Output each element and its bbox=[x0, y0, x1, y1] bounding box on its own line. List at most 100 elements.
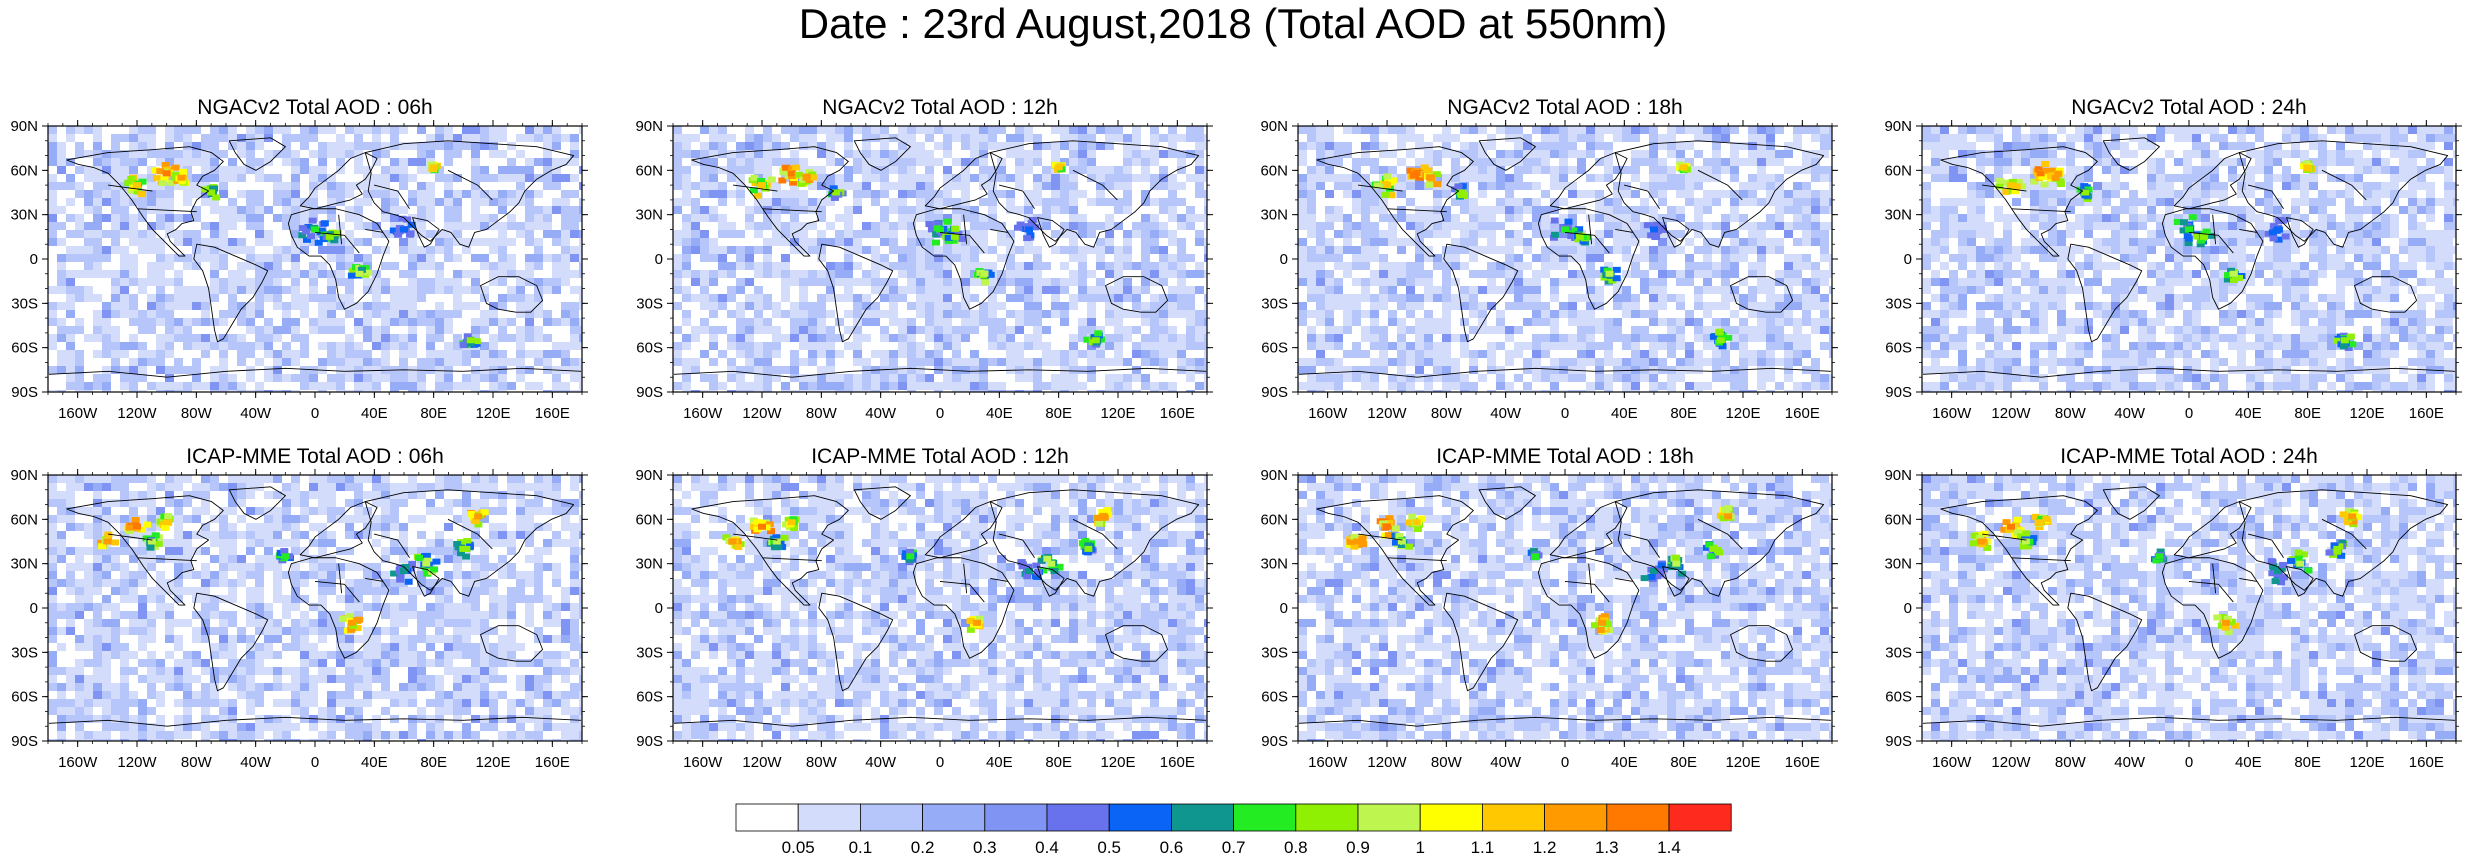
colorbar-swatch bbox=[1046, 803, 1110, 832]
lon-tick-label: 160W bbox=[1308, 754, 1348, 771]
lon-tick-label: 40W bbox=[2114, 754, 2146, 771]
colorbar-label: 1.1 bbox=[1471, 838, 1495, 854]
lon-tick-label: 120E bbox=[1725, 405, 1760, 422]
lon-tick-label: 80E bbox=[2294, 405, 2321, 422]
lat-tick-label: 90N bbox=[1260, 118, 1288, 135]
lon-tick-label: 40E bbox=[1611, 754, 1638, 771]
lon-tick-label: 120W bbox=[1991, 754, 2031, 771]
lon-tick-label: 160W bbox=[58, 754, 98, 771]
map-panel: ICAP-MME Total AOD : 12h 90N 60N 30N 0 30S 60S… bbox=[635, 445, 1213, 771]
colorbar-swatch bbox=[860, 803, 924, 832]
lon-tick-label: 0 bbox=[936, 405, 944, 422]
lon-tick-label: 80W bbox=[2055, 754, 2087, 771]
lon-tick-label: 120E bbox=[1100, 754, 1135, 771]
lon-tick-label: 120W bbox=[117, 754, 157, 771]
map-panel: ICAP-MME Total AOD : 18h 90N 60N 30N 0 30S 60S… bbox=[1260, 445, 1838, 771]
lon-tick-label: 120W bbox=[742, 405, 782, 422]
lat-tick-label: 0 bbox=[1280, 251, 1288, 268]
lon-tick-label: 0 bbox=[311, 754, 319, 771]
colorbar-swatch bbox=[984, 803, 1048, 832]
colorbar-label: 0.4 bbox=[1035, 838, 1059, 854]
colorbar-label: 1.4 bbox=[1657, 838, 1681, 854]
lat-tick-label: 90S bbox=[1885, 733, 1912, 750]
lon-tick-label: 0 bbox=[2185, 405, 2193, 422]
lon-tick-label: 80E bbox=[1045, 754, 1072, 771]
map-panel: NGACv2 Total AOD : 24h 90N 60N 30N 0 30S 60S 90… bbox=[1884, 96, 2462, 422]
colorbar-label: 0.5 bbox=[1097, 838, 1121, 854]
lat-tick-label: 60N bbox=[1884, 511, 1912, 528]
lat-tick-label: 60S bbox=[636, 689, 663, 706]
lon-tick-label: 80E bbox=[1045, 405, 1072, 422]
lat-tick-label: 30N bbox=[635, 207, 663, 224]
lat-tick-label: 30N bbox=[10, 556, 38, 573]
panel-title: ICAP-MME Total AOD : 18h bbox=[1436, 445, 1694, 468]
lat-tick-label: 90N bbox=[1260, 467, 1288, 484]
lat-tick-label: 60S bbox=[636, 340, 663, 357]
lat-tick-label: 30S bbox=[1261, 295, 1288, 312]
colorbar-label: 0.1 bbox=[849, 838, 873, 854]
lat-tick-label: 60N bbox=[1884, 162, 1912, 179]
lon-tick-label: 40E bbox=[361, 405, 388, 422]
colorbar-swatch bbox=[797, 803, 861, 832]
lon-tick-label: 80E bbox=[420, 754, 447, 771]
lon-tick-label: 160E bbox=[2409, 754, 2444, 771]
map-panel: ICAP-MME Total AOD : 06h 90N 60N 30N 0 30S 60S… bbox=[10, 445, 588, 771]
colorbar-swatch bbox=[1171, 803, 1235, 832]
colorbar-swatch bbox=[1108, 803, 1172, 832]
lat-tick-label: 60S bbox=[1261, 340, 1288, 357]
lat-tick-label: 90N bbox=[10, 467, 38, 484]
lon-tick-label: 120E bbox=[475, 754, 510, 771]
lon-tick-label: 40W bbox=[240, 405, 272, 422]
lon-tick-label: 120W bbox=[1367, 405, 1407, 422]
aod-field bbox=[1298, 475, 1832, 741]
lat-tick-label: 60S bbox=[1261, 689, 1288, 706]
colorbar-swatch bbox=[922, 803, 986, 832]
lat-tick-label: 30S bbox=[11, 295, 38, 312]
lon-tick-label: 40E bbox=[986, 405, 1013, 422]
lon-tick-label: 160E bbox=[1160, 754, 1195, 771]
lat-tick-label: 90N bbox=[1884, 467, 1912, 484]
aod-field bbox=[48, 475, 582, 741]
lat-tick-label: 90S bbox=[11, 384, 38, 401]
lon-tick-label: 120E bbox=[1725, 754, 1760, 771]
aod-field bbox=[673, 475, 1207, 741]
lat-tick-label: 60N bbox=[635, 511, 663, 528]
lat-tick-label: 0 bbox=[655, 600, 663, 617]
colorbar-label: 0.6 bbox=[1160, 838, 1184, 854]
lat-tick-label: 0 bbox=[1904, 600, 1912, 617]
colorbar: 0.05 0.1 0.2 0.3 0.4 0.5 0.6 0.7 0.8 0.9 1 1.1 1.2 1.… bbox=[735, 803, 1732, 854]
lon-tick-label: 160E bbox=[1160, 405, 1195, 422]
lon-tick-label: 80W bbox=[1431, 754, 1463, 771]
lat-tick-label: 90S bbox=[636, 384, 663, 401]
lat-tick-label: 60N bbox=[1260, 162, 1288, 179]
lon-tick-label: 160W bbox=[1932, 754, 1972, 771]
lon-tick-label: 80E bbox=[1670, 405, 1697, 422]
lon-tick-label: 40W bbox=[1490, 754, 1522, 771]
colorbar-label: 1.2 bbox=[1533, 838, 1557, 854]
colorbar-swatch bbox=[1233, 803, 1297, 832]
colorbar-label: 0.8 bbox=[1284, 838, 1308, 854]
lon-tick-label: 160E bbox=[2409, 405, 2444, 422]
lat-tick-label: 90S bbox=[636, 733, 663, 750]
lon-tick-label: 80W bbox=[806, 754, 838, 771]
aod-field bbox=[1922, 475, 2456, 741]
lon-tick-label: 120W bbox=[1367, 754, 1407, 771]
colorbar-swatch bbox=[1419, 803, 1483, 832]
lat-tick-label: 30N bbox=[1260, 207, 1288, 224]
lon-tick-label: 80W bbox=[1431, 405, 1463, 422]
panel-title: ICAP-MME Total AOD : 24h bbox=[2060, 445, 2318, 468]
lon-tick-label: 0 bbox=[311, 405, 319, 422]
lon-tick-label: 40W bbox=[865, 754, 897, 771]
lat-tick-label: 60S bbox=[1885, 340, 1912, 357]
colorbar-swatch bbox=[735, 803, 799, 832]
lon-tick-label: 120W bbox=[117, 405, 157, 422]
lat-tick-label: 30N bbox=[1884, 556, 1912, 573]
lat-tick-label: 30S bbox=[11, 644, 38, 661]
lon-tick-label: 80W bbox=[2055, 405, 2087, 422]
lat-tick-label: 0 bbox=[30, 600, 38, 617]
colorbar-label: 0.05 bbox=[782, 838, 815, 854]
lat-tick-label: 90S bbox=[1261, 733, 1288, 750]
lat-tick-label: 90S bbox=[1261, 384, 1288, 401]
lat-tick-label: 60N bbox=[635, 162, 663, 179]
